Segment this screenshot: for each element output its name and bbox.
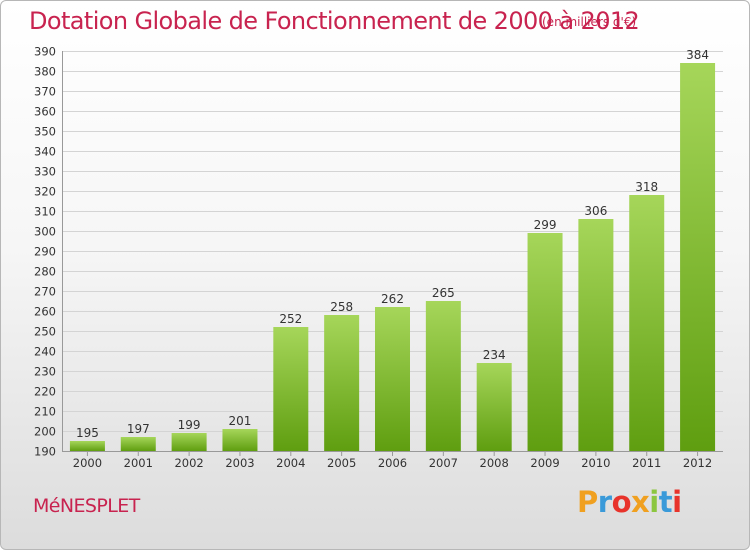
x-tick-label: 2011 [632,456,661,470]
y-tick-label: 390 [34,45,56,59]
bar [629,195,665,451]
data-label: 299 [534,218,557,232]
bar [273,327,309,451]
data-label: 197 [127,422,150,436]
y-tick-label: 270 [34,285,56,299]
bar [324,315,360,451]
y-tick-label: 280 [34,265,56,279]
y-tick-label: 240 [34,345,56,359]
x-tick-label: 2004 [276,456,305,470]
y-tick-label: 310 [34,205,56,219]
bar [680,63,716,451]
data-label: 258 [330,300,353,314]
bars [69,63,716,451]
data-label: 384 [686,48,709,62]
x-tick-label: 2010 [581,456,610,470]
chart-unit: (en milliers d'€) [542,15,637,29]
bar [375,307,410,451]
data-label: 234 [483,348,506,362]
axes [62,51,723,452]
x-tick-label: 2000 [73,456,102,470]
x-tick-labels: 2000 2001 2002 2003 2004 2005 2006 2007 2008 2009… [73,452,712,470]
data-label: 252 [279,312,302,326]
y-tick-labels: 190 200 210 220 230 240 250 260 270 280 290 300 310 3… [34,45,56,459]
x-tick-label: 2001 [124,456,153,470]
logo-letter: t [658,485,673,519]
x-tick-label: 2012 [683,456,712,470]
logo-letter: x [631,485,650,519]
logo-letter: P [577,485,598,519]
bar [527,233,563,451]
chart-title: Dotation Globale de Fonctionnement de 20… [29,7,640,35]
y-tick-label: 300 [34,225,56,239]
y-tick-label: 210 [34,405,56,419]
data-label: 318 [635,180,658,194]
bar [578,219,614,451]
x-tick-label: 2009 [530,456,559,470]
y-tick-label: 190 [34,445,56,459]
y-tick-label: 350 [34,125,56,139]
data-label: 201 [229,414,252,428]
commune-name: MéNESPLET [33,495,140,517]
logo-letter: i [649,485,659,519]
y-tick-label: 290 [34,245,56,259]
data-label: 262 [381,292,404,306]
y-tick-label: 220 [34,385,56,399]
bar [120,437,156,451]
y-tick-label: 340 [34,145,56,159]
x-tick-label: 2005 [327,456,356,470]
data-label: 265 [432,286,455,300]
x-tick-label: 2008 [480,456,509,470]
proxiti-logo: Proxiti [577,485,682,519]
data-label: 306 [584,204,607,218]
logo-letter: o [611,485,632,519]
y-tick-label: 370 [34,85,56,99]
data-label: 199 [178,418,201,432]
bar [476,363,512,451]
x-tick-label: 2006 [378,456,407,470]
logo-letter: r [597,485,612,519]
y-tick-label: 200 [34,425,56,439]
x-tick-label: 2007 [429,456,458,470]
y-tick-label: 230 [34,365,56,379]
x-tick-label: 2002 [174,456,203,470]
data-labels: 195 197 199 201 252 258 262 265 234 299 306 318 384 [76,48,709,440]
bar [171,433,207,451]
y-tick-label: 260 [34,305,56,319]
logo-letter: i [672,485,682,519]
x-tick-label: 2003 [225,456,254,470]
y-tick-label: 330 [34,165,56,179]
bar [69,441,105,451]
y-tick-label: 320 [34,185,56,199]
y-tick-label: 360 [34,105,56,119]
data-label: 195 [76,426,99,440]
bar [222,429,258,451]
y-tick-label: 380 [34,65,56,79]
y-tick-label: 250 [34,325,56,339]
bar [425,301,461,451]
